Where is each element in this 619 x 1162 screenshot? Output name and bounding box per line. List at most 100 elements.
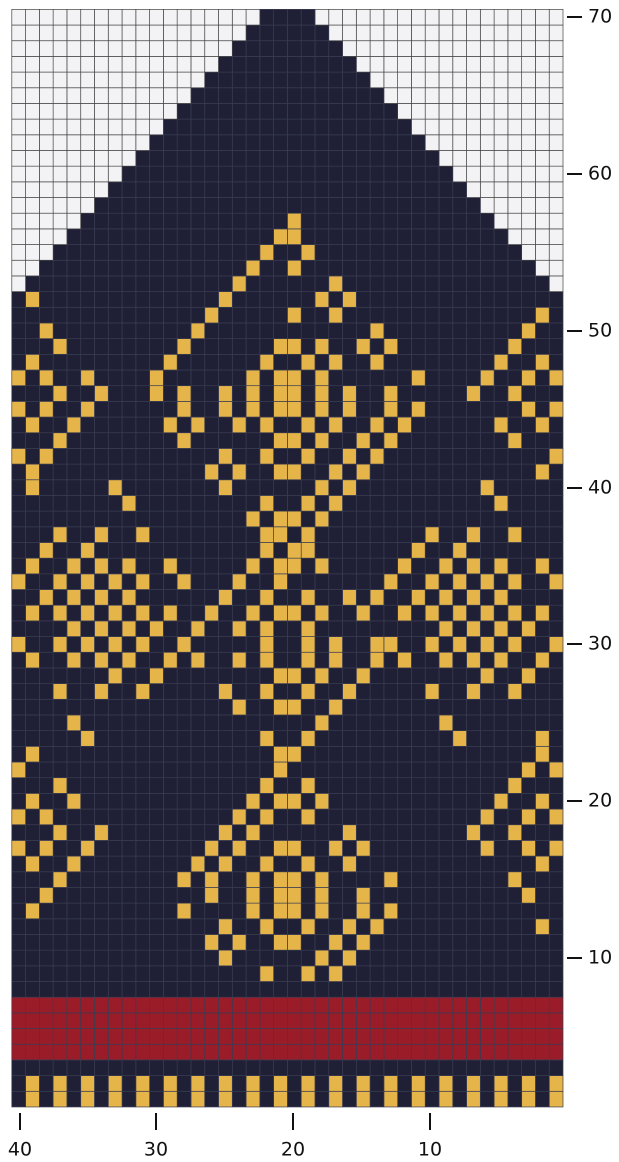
- stitch: [121, 1012, 137, 1029]
- stitch: [176, 573, 192, 590]
- stitch: [355, 1043, 371, 1061]
- stitch: [548, 887, 564, 904]
- stitch: [507, 165, 523, 183]
- stitch: [204, 981, 219, 998]
- stitch: [94, 604, 109, 622]
- stitch: [479, 353, 495, 371]
- stitch: [328, 40, 343, 57]
- stitch: [535, 887, 550, 904]
- stitch: [80, 996, 95, 1014]
- stitch: [190, 1012, 206, 1029]
- stitch: [259, 996, 274, 1014]
- stitch: [52, 150, 68, 167]
- stitch: [314, 918, 330, 935]
- stitch: [314, 448, 330, 465]
- stitch: [369, 165, 385, 183]
- stitch: [535, 934, 550, 951]
- stitch: [80, 1075, 95, 1092]
- stitch: [521, 651, 536, 669]
- stitch: [245, 259, 261, 277]
- stitch: [452, 745, 467, 763]
- stitch: [245, 71, 261, 89]
- stitch: [80, 981, 95, 998]
- stitch: [466, 495, 481, 512]
- stitch: [383, 636, 398, 653]
- stitch: [80, 448, 95, 465]
- stitch: [369, 118, 385, 136]
- stitch: [424, 855, 440, 873]
- stitch: [163, 808, 178, 826]
- stitch: [39, 244, 54, 261]
- stitch: [548, 338, 564, 355]
- stitch: [259, 275, 274, 292]
- stitch: [424, 761, 440, 779]
- stitch: [204, 87, 219, 104]
- stitch: [535, 291, 550, 308]
- stitch: [507, 526, 523, 543]
- stitch: [300, 463, 316, 481]
- stitch: [190, 604, 206, 622]
- stitch: [397, 306, 412, 324]
- stitch: [424, 824, 440, 841]
- stitch: [342, 918, 357, 935]
- stitch: [438, 965, 454, 982]
- stitch: [383, 651, 398, 669]
- stitch: [135, 306, 150, 324]
- stitch: [369, 996, 385, 1014]
- stitch: [231, 918, 247, 935]
- stitch: [231, 150, 247, 167]
- stitch: [535, 745, 550, 763]
- stitch: [66, 448, 82, 465]
- stitch: [66, 714, 82, 731]
- stitch: [479, 965, 495, 982]
- stitch: [452, 197, 467, 214]
- stitch: [328, 840, 343, 857]
- stitch: [452, 1059, 467, 1076]
- stitch: [342, 197, 357, 214]
- stitch: [163, 965, 178, 982]
- stitch: [411, 1012, 426, 1029]
- stitch: [11, 197, 26, 214]
- stitch: [25, 165, 40, 183]
- stitch: [314, 683, 330, 700]
- stitch: [287, 259, 302, 277]
- stitch: [121, 244, 137, 261]
- stitch: [424, 557, 440, 575]
- stitch: [190, 855, 206, 873]
- stitch: [342, 620, 357, 637]
- stitch: [25, 322, 40, 339]
- stitch: [411, 9, 426, 26]
- stitch: [273, 902, 288, 920]
- stitch: [411, 840, 426, 857]
- stitch: [218, 604, 233, 622]
- stitch: [287, 651, 302, 669]
- stitch: [466, 745, 481, 763]
- stitch: [25, 887, 40, 904]
- stitch: [231, 887, 247, 904]
- stitch: [397, 871, 412, 888]
- stitch: [52, 40, 68, 57]
- stitch: [66, 322, 82, 339]
- stitch: [507, 87, 523, 104]
- stitch: [218, 306, 233, 324]
- stitch: [355, 228, 371, 245]
- stitch: [314, 589, 330, 606]
- stitch: [163, 24, 178, 42]
- stitch: [479, 793, 495, 810]
- stitch: [438, 24, 454, 42]
- stitch: [121, 965, 137, 982]
- stitch: [493, 134, 509, 151]
- stitch: [231, 244, 247, 261]
- stitch: [11, 228, 26, 245]
- stitch: [80, 918, 95, 935]
- stitch: [493, 573, 509, 590]
- stitch: [328, 56, 343, 73]
- stitch: [411, 636, 426, 653]
- stitch: [493, 855, 509, 873]
- stitch: [479, 557, 495, 575]
- stitch: [397, 808, 412, 826]
- stitch: [218, 150, 233, 167]
- stitch: [411, 291, 426, 308]
- stitch: [231, 56, 247, 73]
- stitch: [149, 463, 164, 481]
